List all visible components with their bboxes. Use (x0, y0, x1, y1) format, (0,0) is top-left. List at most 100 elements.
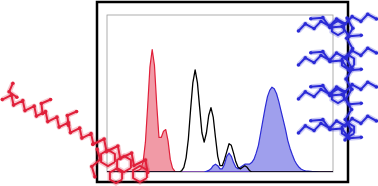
layer-atom (335, 119, 339, 123)
layer-atom (366, 46, 370, 50)
branch-atom (66, 114, 70, 118)
layer-atom (297, 97, 301, 101)
branch-atom (93, 175, 97, 179)
chain-atom (130, 151, 134, 155)
chain (2, 95, 93, 144)
stack-link (345, 18, 353, 140)
stack-link-atom (344, 97, 348, 101)
layer-atom (359, 33, 363, 37)
branch-atom (49, 98, 53, 102)
chain-atom (91, 143, 95, 147)
ring (101, 150, 115, 166)
layer-atom (335, 51, 339, 55)
ring (332, 21, 344, 35)
branch-atom (11, 81, 15, 85)
chain-atom (144, 158, 148, 162)
layer-atom (309, 17, 313, 21)
ring (332, 89, 344, 103)
chain-atom (89, 132, 93, 136)
branch-glow (92, 149, 100, 177)
branch (41, 100, 50, 114)
root (0, 0, 378, 186)
layer-atom (321, 118, 325, 122)
layer-atom (321, 50, 325, 54)
chain-atom (78, 126, 82, 130)
layer-atom (328, 128, 332, 132)
stack-link-atom (350, 67, 354, 71)
chain-atom (35, 114, 39, 118)
plot-frame (107, 15, 333, 172)
layer (311, 18, 361, 37)
layer-atom (366, 80, 370, 84)
chain-atom (57, 125, 61, 129)
layer-atom (359, 88, 363, 92)
layer-atom (375, 17, 378, 21)
chain-atom (0, 98, 4, 102)
layer-atom (309, 51, 313, 55)
molecule-right (297, 12, 378, 141)
branch (9, 83, 17, 97)
layer-atom (366, 12, 370, 16)
chain-atom (12, 103, 16, 107)
stack-link-atom (349, 128, 353, 132)
layer-atom (309, 85, 313, 89)
stack-link-atom (351, 47, 355, 51)
layer-atom (312, 27, 316, 31)
branch-atom (67, 124, 71, 128)
layer-atom (304, 90, 308, 94)
stack-link-atom (345, 36, 349, 40)
layer-atom (375, 85, 378, 89)
layer-atom (359, 135, 363, 139)
ring-glow (332, 89, 344, 103)
layer (311, 120, 361, 139)
layer-atom (312, 129, 316, 133)
branch-glow (67, 112, 76, 126)
branch-atom (75, 110, 79, 114)
layer-atom (375, 119, 378, 123)
layer-atom (359, 67, 363, 71)
stack-link-glow (345, 18, 353, 140)
chain-atom (69, 131, 73, 135)
chain-atom (116, 144, 120, 148)
plot-area (107, 50, 333, 172)
chain-glow (2, 95, 93, 144)
branch-atom (90, 165, 94, 169)
chain-atom (23, 109, 27, 113)
layer-atom (359, 101, 363, 105)
chain-atom (55, 115, 59, 119)
branch-atom (41, 112, 45, 116)
molecule-left (0, 81, 149, 183)
branch (92, 149, 100, 177)
chain-atom (102, 137, 106, 141)
layer-atom (350, 15, 354, 19)
layer-atom (359, 20, 363, 24)
chain-atom (46, 120, 50, 124)
stack-link-atom (350, 108, 354, 112)
chain-atom (80, 136, 84, 140)
layer-atom (321, 16, 325, 20)
branch-atom (98, 158, 102, 162)
ring (133, 166, 147, 182)
layer-atom (312, 61, 316, 65)
layer-atom (297, 63, 301, 67)
branch-atom (7, 90, 11, 94)
layer-atom (350, 117, 354, 121)
chain-atom (21, 99, 25, 103)
layer-atom (309, 119, 313, 123)
layer-atom (366, 114, 370, 118)
layer-atom (297, 29, 301, 33)
stack-link-atom (351, 26, 355, 30)
branch-atom (40, 102, 44, 106)
series-area (107, 50, 333, 172)
chain-atom (32, 104, 36, 108)
ring-glow (133, 166, 147, 182)
chart (0, 0, 378, 186)
layer-atom (321, 84, 325, 88)
series-line (107, 70, 333, 172)
layer-atom (304, 56, 308, 60)
layer-glow (311, 18, 361, 37)
stack-link-atom (345, 57, 349, 61)
ring-glow (101, 150, 115, 166)
layer-atom (304, 124, 308, 128)
ring-glow (110, 169, 122, 183)
